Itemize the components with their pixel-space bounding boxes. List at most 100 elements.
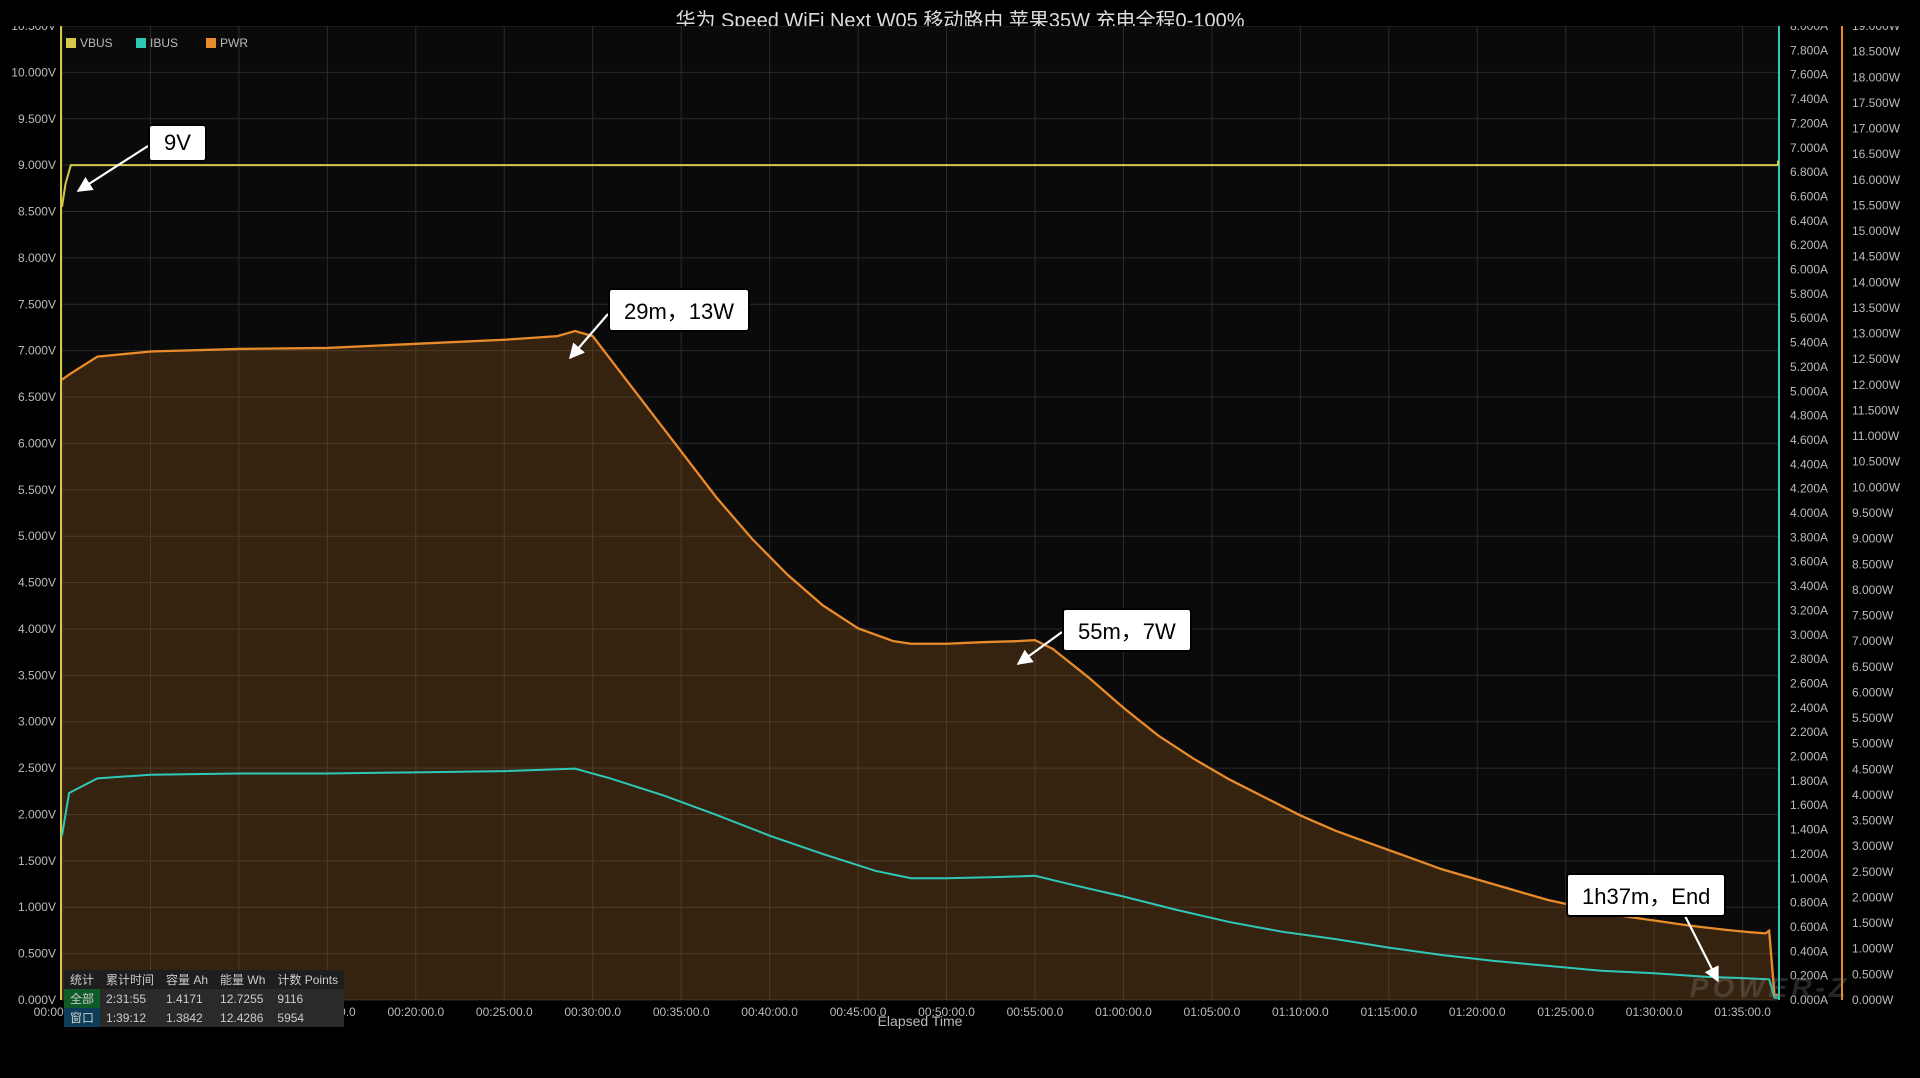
svg-text:6.500V: 6.500V (18, 390, 56, 404)
svg-text:2.000V: 2.000V (18, 807, 56, 821)
svg-text:5.500V: 5.500V (18, 483, 56, 497)
svg-text:1.000W: 1.000W (1852, 942, 1894, 956)
svg-text:0.600A: 0.600A (1790, 920, 1828, 934)
svg-text:3.000A: 3.000A (1790, 628, 1828, 642)
svg-text:15.500W: 15.500W (1852, 198, 1901, 212)
svg-text:2.000A: 2.000A (1790, 750, 1828, 764)
svg-text:8.500W: 8.500W (1852, 557, 1894, 571)
svg-text:2.500V: 2.500V (18, 761, 56, 775)
svg-text:7.800A: 7.800A (1790, 43, 1828, 57)
svg-text:1.500V: 1.500V (18, 854, 56, 868)
svg-text:01:35:00.0: 01:35:00.0 (1714, 1005, 1771, 1019)
svg-text:6.600A: 6.600A (1790, 189, 1828, 203)
svg-text:VBUS: VBUS (80, 36, 113, 50)
svg-text:6.200A: 6.200A (1790, 238, 1828, 252)
svg-text:3.500V: 3.500V (18, 668, 56, 682)
svg-text:01:30:00.0: 01:30:00.0 (1626, 1005, 1683, 1019)
svg-text:00:40:00.0: 00:40:00.0 (741, 1005, 798, 1019)
svg-text:4.500W: 4.500W (1852, 762, 1894, 776)
svg-text:3.000V: 3.000V (18, 715, 56, 729)
svg-text:PWR: PWR (220, 36, 248, 50)
svg-text:1.000A: 1.000A (1790, 871, 1828, 885)
svg-text:3.500W: 3.500W (1852, 814, 1894, 828)
svg-text:01:15:00.0: 01:15:00.0 (1360, 1005, 1417, 1019)
svg-text:2.500W: 2.500W (1852, 865, 1894, 879)
svg-text:5.600A: 5.600A (1790, 311, 1828, 325)
svg-text:6.400A: 6.400A (1790, 214, 1828, 228)
plot-area: 0.000V0.500V1.000V1.500V2.000V2.500V3.00… (0, 26, 1920, 1034)
svg-text:3.400A: 3.400A (1790, 579, 1828, 593)
svg-text:2.400A: 2.400A (1790, 701, 1828, 715)
svg-text:2.800A: 2.800A (1790, 652, 1828, 666)
svg-text:7.200A: 7.200A (1790, 116, 1828, 130)
svg-text:8.000A: 8.000A (1790, 26, 1828, 33)
svg-text:0.800A: 0.800A (1790, 896, 1828, 910)
svg-text:11.500W: 11.500W (1852, 403, 1900, 417)
svg-text:1.000V: 1.000V (18, 900, 56, 914)
svg-text:6.000A: 6.000A (1790, 263, 1828, 277)
svg-text:10.500V: 10.500V (11, 26, 56, 33)
svg-text:7.000V: 7.000V (18, 344, 56, 358)
svg-text:5.000W: 5.000W (1852, 737, 1894, 751)
svg-text:5.800A: 5.800A (1790, 287, 1828, 301)
svg-text:18.000W: 18.000W (1852, 70, 1901, 84)
svg-text:4.200A: 4.200A (1790, 482, 1828, 496)
svg-text:14.000W: 14.000W (1852, 275, 1901, 289)
svg-text:10.000W: 10.000W (1852, 480, 1901, 494)
svg-text:6.500W: 6.500W (1852, 660, 1894, 674)
svg-text:3.800A: 3.800A (1790, 530, 1828, 544)
svg-text:12.000W: 12.000W (1852, 378, 1901, 392)
svg-text:17.000W: 17.000W (1852, 122, 1901, 136)
svg-text:4.500V: 4.500V (18, 576, 56, 590)
svg-text:0.500V: 0.500V (18, 947, 56, 961)
svg-text:6.000W: 6.000W (1852, 685, 1894, 699)
svg-text:5.500W: 5.500W (1852, 711, 1894, 725)
svg-text:1.200A: 1.200A (1790, 847, 1828, 861)
svg-text:1.800A: 1.800A (1790, 774, 1828, 788)
svg-text:7.600A: 7.600A (1790, 68, 1828, 82)
svg-text:16.000W: 16.000W (1852, 173, 1901, 187)
svg-text:8.000V: 8.000V (18, 251, 56, 265)
svg-text:Elapsed Time: Elapsed Time (878, 1013, 963, 1029)
svg-text:12.500W: 12.500W (1852, 352, 1901, 366)
svg-text:01:05:00.0: 01:05:00.0 (1184, 1005, 1241, 1019)
svg-text:4.000A: 4.000A (1790, 506, 1828, 520)
svg-text:01:20:00.0: 01:20:00.0 (1449, 1005, 1506, 1019)
stats-table: 统计累计时间容量 Ah能量 Wh计数 Points全部2:31:551.4171… (64, 970, 344, 1027)
callout-c-end: 1h37m，End (1566, 873, 1726, 917)
svg-text:00:35:00.0: 00:35:00.0 (653, 1005, 710, 1019)
svg-text:7.000W: 7.000W (1852, 634, 1894, 648)
svg-text:13.500W: 13.500W (1852, 301, 1901, 315)
svg-text:0.500W: 0.500W (1852, 967, 1894, 981)
svg-text:6.800A: 6.800A (1790, 165, 1828, 179)
watermark: POWER-Z (1690, 972, 1850, 1004)
svg-text:4.600A: 4.600A (1790, 433, 1828, 447)
svg-text:IBUS: IBUS (150, 36, 178, 50)
svg-text:9.000W: 9.000W (1852, 532, 1894, 546)
svg-text:9.000V: 9.000V (18, 158, 56, 172)
svg-text:01:25:00.0: 01:25:00.0 (1537, 1005, 1594, 1019)
svg-text:8.000W: 8.000W (1852, 583, 1894, 597)
svg-text:3.600A: 3.600A (1790, 555, 1828, 569)
svg-text:7.500V: 7.500V (18, 297, 56, 311)
svg-text:7.400A: 7.400A (1790, 92, 1828, 106)
svg-text:3.000W: 3.000W (1852, 839, 1894, 853)
svg-text:4.800A: 4.800A (1790, 409, 1828, 423)
svg-text:2.000W: 2.000W (1852, 890, 1894, 904)
svg-text:17.500W: 17.500W (1852, 96, 1901, 110)
svg-text:4.400A: 4.400A (1790, 457, 1828, 471)
svg-text:13.000W: 13.000W (1852, 327, 1901, 341)
svg-text:6.000V: 6.000V (18, 436, 56, 450)
svg-text:00:20:00.0: 00:20:00.0 (387, 1005, 444, 1019)
svg-text:10.500W: 10.500W (1852, 455, 1901, 469)
svg-text:2.600A: 2.600A (1790, 676, 1828, 690)
svg-text:01:10:00.0: 01:10:00.0 (1272, 1005, 1329, 1019)
callout-c-29m: 29m，13W (608, 288, 750, 332)
svg-text:01:00:00.0: 01:00:00.0 (1095, 1005, 1152, 1019)
svg-text:18.500W: 18.500W (1852, 45, 1901, 59)
svg-text:00:25:00.0: 00:25:00.0 (476, 1005, 533, 1019)
svg-text:00:30:00.0: 00:30:00.0 (564, 1005, 621, 1019)
svg-text:1.600A: 1.600A (1790, 798, 1828, 812)
callout-c-9v: 9V (148, 124, 207, 162)
svg-text:5.400A: 5.400A (1790, 336, 1828, 350)
